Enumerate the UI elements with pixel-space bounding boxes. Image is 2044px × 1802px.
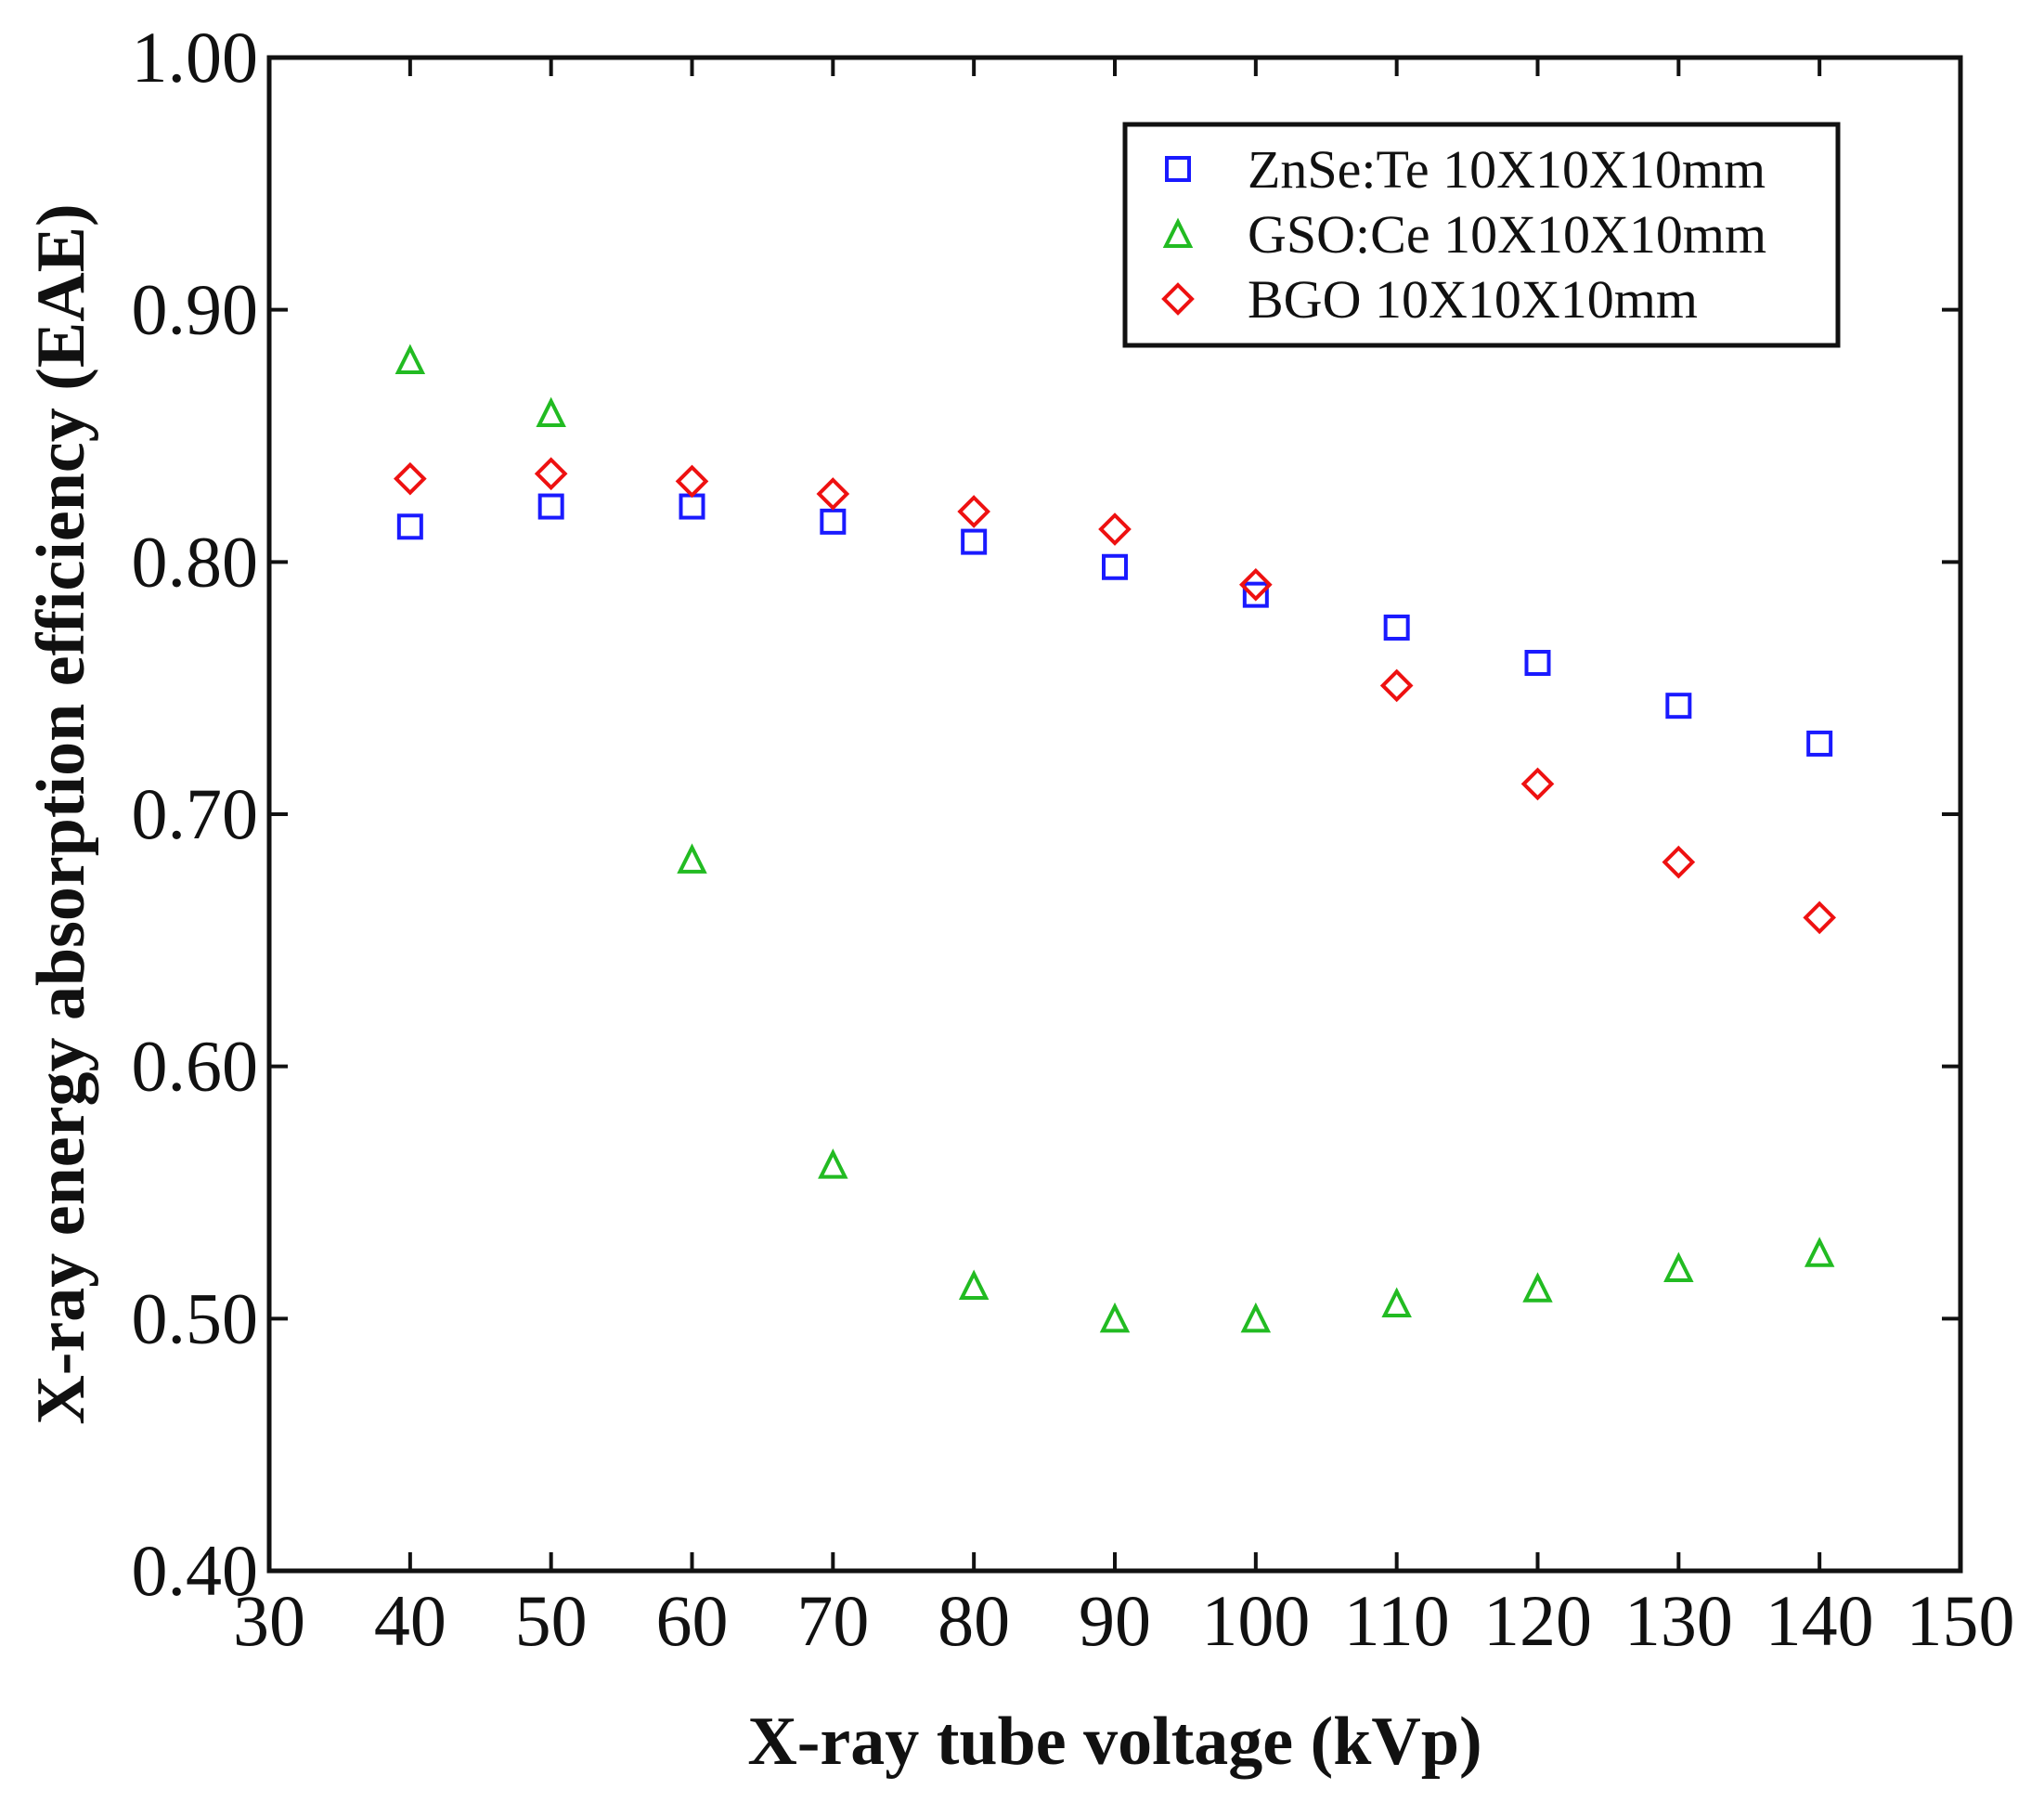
data-point-diamond (675, 464, 709, 499)
data-point-diamond (1803, 901, 1836, 935)
data-point-triangle (1381, 1287, 1412, 1318)
data-point-triangle (536, 396, 566, 428)
data-point-diamond (1098, 512, 1132, 546)
y-tick-label: 0.50 (132, 1277, 259, 1358)
x-tick-label: 40 (374, 1580, 446, 1661)
data-point-triangle (1240, 1302, 1272, 1333)
x-tick-label: 80 (938, 1580, 1010, 1661)
y-tick-label: 0.70 (132, 773, 259, 854)
x-tick-label: 30 (233, 1580, 305, 1661)
data-point-triangle (677, 843, 707, 874)
y-tick-label: 0.80 (132, 521, 259, 602)
y-tick-label: 1.00 (132, 17, 259, 97)
x-tick-label: 60 (656, 1580, 729, 1661)
data-point-square (820, 508, 847, 535)
series-triangle (395, 344, 1835, 1333)
data-point-diamond (1239, 567, 1273, 602)
x-axis-title: X-ray tube voltage (kVp) (747, 1704, 1481, 1780)
plot-frame (266, 55, 1963, 1574)
legend-label: ZnSe:Te 10X10X10mm (1248, 139, 1766, 200)
data-point-triangle (1522, 1272, 1553, 1303)
data-point-square (679, 493, 705, 520)
y-tick-label: 0.90 (132, 269, 259, 350)
legend-label: GSO:Ce 10X10X10mm (1248, 204, 1766, 265)
data-point-diamond (957, 495, 990, 528)
data-point-diamond (534, 457, 568, 491)
legend-box (1122, 122, 1841, 348)
x-tick-label: 90 (1079, 1580, 1151, 1661)
legend-marker-triangle (1162, 217, 1194, 248)
data-point-square (1524, 650, 1551, 676)
data-point-triangle (818, 1148, 848, 1179)
data-point-square (961, 528, 988, 555)
x-tick-label: 110 (1344, 1580, 1450, 1661)
data-point-square (1806, 730, 1833, 757)
data-point-square (1102, 553, 1128, 580)
points-layer (394, 344, 1836, 1333)
x-tick-label: 140 (1766, 1580, 1874, 1661)
legend-label: BGO 10X10X10mm (1248, 269, 1698, 330)
x-tick-label: 130 (1624, 1580, 1733, 1661)
data-point-triangle (1663, 1251, 1694, 1282)
ticks-layer: 30 40 50 60 70 80 90 100 110 120 130 140 150 0.40 0.50… (132, 17, 2015, 1661)
data-point-triangle (1804, 1237, 1835, 1267)
legend-marker-square (1165, 156, 1191, 182)
data-point-square (537, 493, 564, 520)
y-tick-label: 0.40 (132, 1530, 259, 1611)
data-point-square (1242, 581, 1269, 608)
x-tick-label: 150 (1907, 1580, 2015, 1661)
series-diamond (394, 457, 1836, 935)
data-point-square (396, 513, 423, 540)
y-axis-title: X-ray energy absorption efficiency (EAE) (23, 203, 99, 1424)
series-square (396, 493, 1833, 757)
legend-marker-diamond (1161, 282, 1195, 316)
x-tick-label: 100 (1201, 1580, 1310, 1661)
data-point-square (1665, 693, 1692, 720)
data-point-diamond (394, 461, 427, 496)
data-point-diamond (1520, 767, 1555, 801)
data-point-triangle (1099, 1302, 1131, 1333)
data-point-diamond (816, 477, 850, 511)
data-point-triangle (395, 344, 426, 374)
data-point-triangle (958, 1269, 990, 1301)
x-tick-label: 50 (515, 1580, 588, 1661)
data-point-square (1383, 614, 1410, 641)
x-tick-label: 70 (796, 1580, 869, 1661)
x-tick-label: 120 (1483, 1580, 1592, 1661)
data-point-diamond (1379, 668, 1414, 703)
data-point-diamond (1662, 845, 1696, 879)
y-tick-label: 0.60 (132, 1026, 259, 1107)
